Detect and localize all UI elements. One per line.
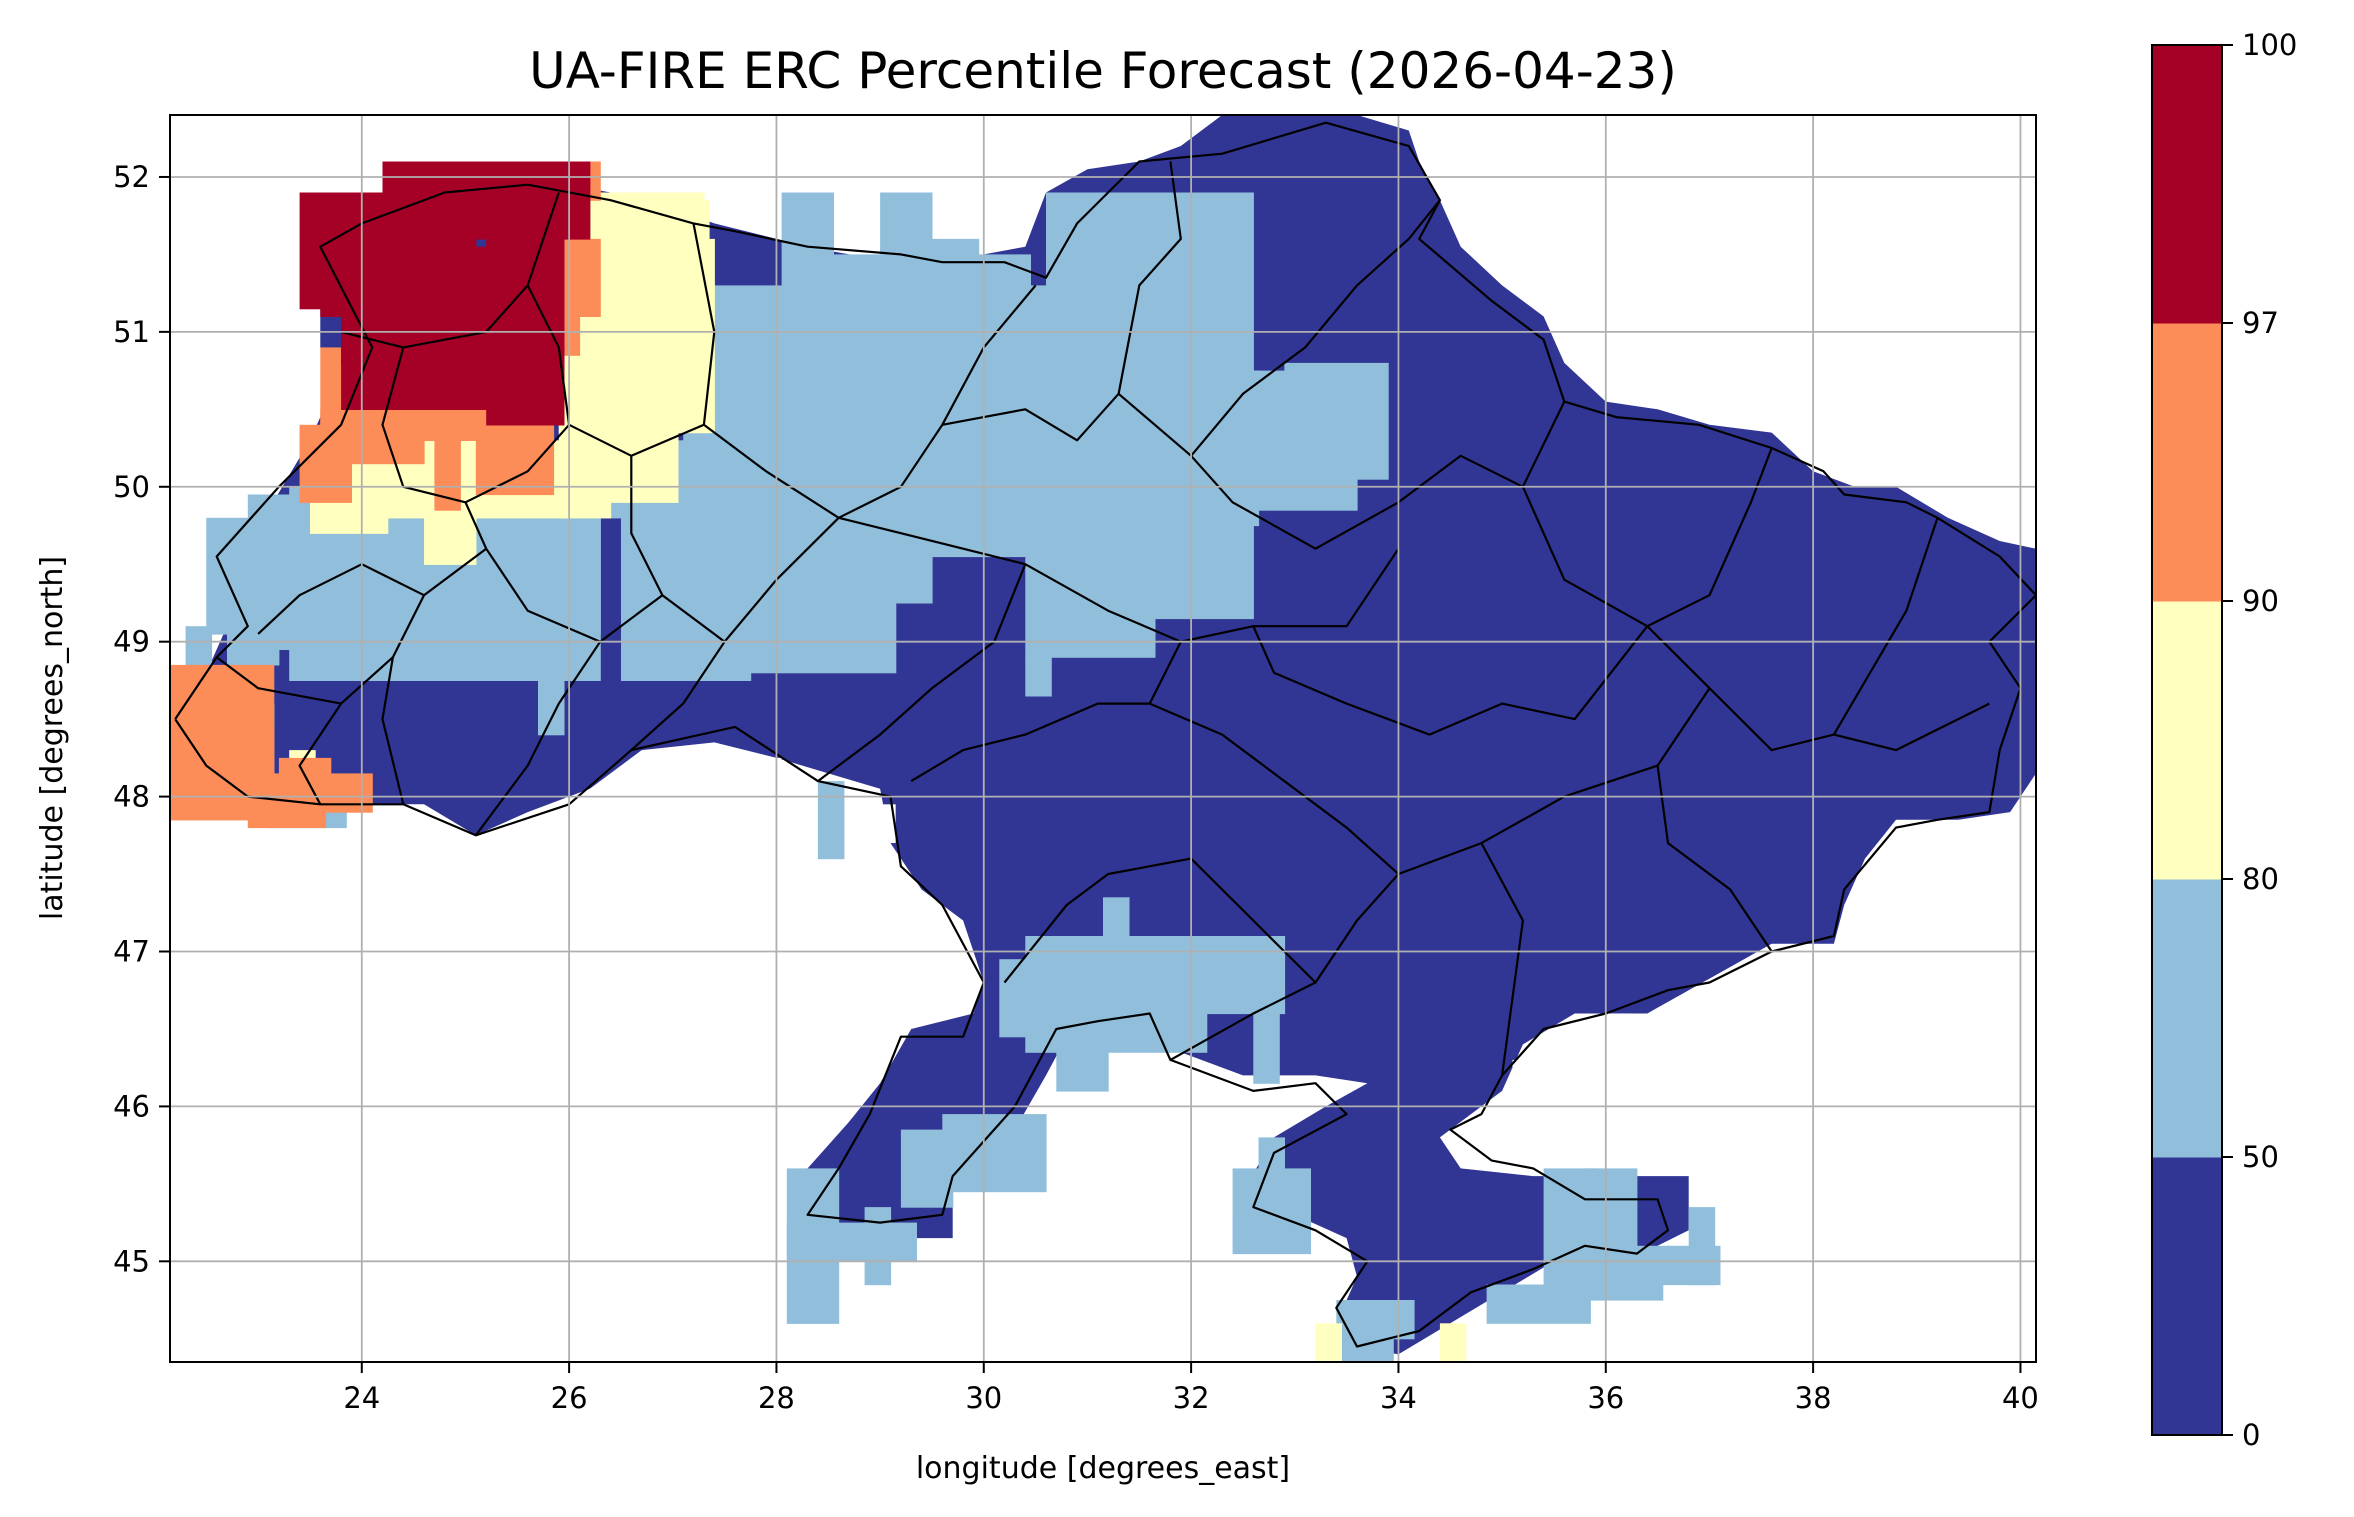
- x-tick-label: 38: [1795, 1381, 1832, 1415]
- erc-cell: [1486, 1284, 1591, 1324]
- y-tick-label: 52: [113, 160, 150, 194]
- y-tick-label: 49: [113, 625, 150, 659]
- y-tick-label: 50: [113, 470, 150, 504]
- chart-title: UA-FIRE ERC Percentile Forecast (2026-04…: [529, 42, 1677, 100]
- colorbar-tick-label: 90: [2242, 584, 2279, 618]
- erc-cell: [869, 455, 949, 534]
- oblast-border: [910, 702, 1223, 783]
- oblast-border: [1480, 842, 1524, 1076]
- erc-cell: [864, 1207, 892, 1286]
- colorbar-tick-label: 100: [2242, 28, 2297, 62]
- oblast-border: [1832, 517, 1939, 736]
- sea-holes: [755, 757, 1632, 1099]
- erc-cell: [538, 657, 565, 736]
- erc-cell: [341, 331, 420, 410]
- gridlines: [170, 115, 2036, 1362]
- colorbar-segment: [2152, 601, 2222, 880]
- x-tick-label: 30: [965, 1381, 1002, 1415]
- erc-patches: [170, 161, 1721, 1362]
- dark-red-patches: [299, 161, 591, 426]
- x-tick-label: 32: [1173, 1381, 1210, 1415]
- sea-cell: [1512, 1059, 1591, 1099]
- light-blue-south-patches: [185, 579, 1721, 1362]
- colorbar-segment: [2152, 323, 2222, 602]
- y-axis-label: latitude [degrees_north]: [35, 556, 70, 920]
- oblast-border: [1521, 447, 1773, 628]
- y-tick-label: 45: [113, 1244, 150, 1278]
- erc-cell: [942, 1114, 1047, 1193]
- sea-cell: [1118, 1059, 1171, 1099]
- erc-cell: [299, 424, 352, 503]
- colorbar-segment: [2152, 879, 2222, 1158]
- y-ticks: 45 46 47 48 49 50 51 52: [113, 160, 170, 1278]
- erc-cell: [1253, 432, 1358, 511]
- sea-cell: [1605, 1013, 1632, 1053]
- erc-cell: [1439, 1323, 1467, 1362]
- erc-cell: [786, 1222, 917, 1262]
- map-layer: [170, 115, 2036, 1362]
- erc-cell: [880, 192, 933, 271]
- oblast-border: [257, 563, 425, 635]
- erc-cell: [703, 471, 757, 627]
- x-tick-label: 28: [758, 1381, 795, 1415]
- erc-cell: [1180, 936, 1286, 1015]
- erc-cell: [1103, 897, 1130, 976]
- colorbar-segment: [2152, 1157, 2222, 1436]
- oblast-border: [474, 594, 664, 836]
- erc-cell: [994, 331, 1047, 410]
- oblast-border: [817, 563, 1027, 782]
- erc-cell: [994, 455, 1047, 534]
- colorbar-tick-label: 80: [2242, 862, 2279, 896]
- erc-cell: [1232, 1214, 1311, 1255]
- colorbar-tick-label: 50: [2242, 1140, 2279, 1174]
- colorbar-frame: [2151, 44, 2223, 1436]
- oblast-border: [298, 656, 394, 805]
- erc-cell: [227, 626, 280, 666]
- erc-cell: [1315, 1323, 1342, 1362]
- erc-cell: [900, 1129, 954, 1208]
- y-tick-label: 48: [113, 780, 150, 814]
- colorbar-tick-label: 97: [2242, 306, 2279, 340]
- x-tick-label: 24: [343, 1381, 380, 1415]
- erc-cell: [600, 424, 679, 503]
- oblast-border: [630, 455, 726, 643]
- erc-cell: [1253, 1005, 1280, 1084]
- oblast-border: [1646, 625, 1990, 752]
- oblast-border: [1003, 857, 1317, 984]
- axes-frame: [169, 114, 2037, 1363]
- x-ticks: 24 26 28 30 32 34 36 38 40: [343, 1362, 2039, 1415]
- y-tick-label: 46: [113, 1089, 150, 1123]
- y-tick-label: 47: [113, 934, 150, 968]
- x-axis-label: longitude [degrees_east]: [916, 1451, 1290, 1486]
- y-tick-label: 51: [113, 315, 150, 349]
- colorbar-tick-label: 0: [2242, 1418, 2260, 1452]
- erc-cell: [558, 440, 612, 519]
- erc-cell: [1025, 424, 1156, 658]
- colorbar-segment: [2152, 45, 2222, 324]
- erc-cell: [776, 471, 855, 550]
- x-tick-label: 26: [551, 1381, 588, 1415]
- erc-cell: [781, 192, 834, 348]
- oblast-border: [216, 656, 342, 705]
- x-tick-label: 34: [1380, 1381, 1417, 1415]
- x-tick-label: 40: [2002, 1381, 2039, 1415]
- erc-cell: [999, 959, 1052, 1038]
- oblast-border: [464, 501, 601, 643]
- erc-cell: [361, 579, 415, 658]
- oblast-border: [838, 516, 1182, 643]
- x-tick-label: 36: [1587, 1381, 1624, 1415]
- erc-cell: [817, 781, 845, 860]
- colorbar: 0 50 80 90 97 100: [2151, 28, 2297, 1452]
- erc-cell: [1688, 1207, 1716, 1286]
- oblast-border: [1656, 687, 1773, 953]
- sea-cell: [755, 757, 782, 797]
- oblast-border: [1252, 625, 1649, 736]
- erc-cell: [1066, 207, 1145, 325]
- country-border: [174, 121, 2036, 1348]
- sea-cell: [869, 804, 896, 844]
- erc-cell: [1585, 1261, 1664, 1301]
- erc-cell: [1025, 657, 1052, 697]
- erc-cell: [1336, 1300, 1415, 1340]
